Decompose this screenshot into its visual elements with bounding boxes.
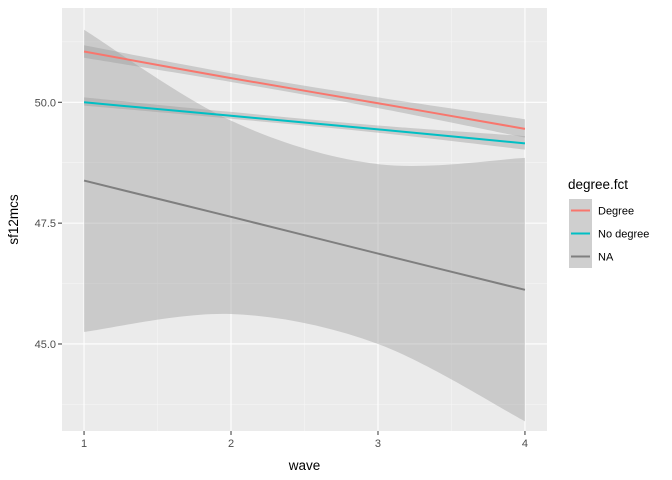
legend-label: Degree [598, 206, 634, 218]
legend-label: No degree [598, 229, 649, 241]
series-lines [83, 50, 526, 291]
series-line-na [83, 179, 526, 291]
series-line-degree [83, 50, 526, 130]
y-tick-label: 47.5 [35, 218, 56, 230]
ci-ribbon-na [84, 29, 525, 422]
series-line-no-degree [83, 101, 526, 145]
x-tick-label: 4 [522, 438, 528, 450]
y-tick-label: 45.0 [35, 339, 56, 351]
legend-label: NA [598, 252, 614, 264]
axis-ticks [58, 101, 526, 435]
x-tick-label: 3 [375, 438, 381, 450]
grid-minor [62, 8, 547, 431]
y-tick-label: 50.0 [35, 97, 56, 109]
x-axis-title: wave [288, 458, 321, 473]
x-tick-label: 2 [228, 438, 234, 450]
legend-title: degree.fct [568, 177, 628, 192]
x-tick-label: 1 [81, 438, 87, 450]
legend: degree.fct Degree No degree NA [568, 177, 649, 268]
tick-labels: 1 2 3 4 45.0 47.5 50.0 [35, 97, 528, 450]
y-axis-title: sf12mcs [6, 194, 21, 245]
